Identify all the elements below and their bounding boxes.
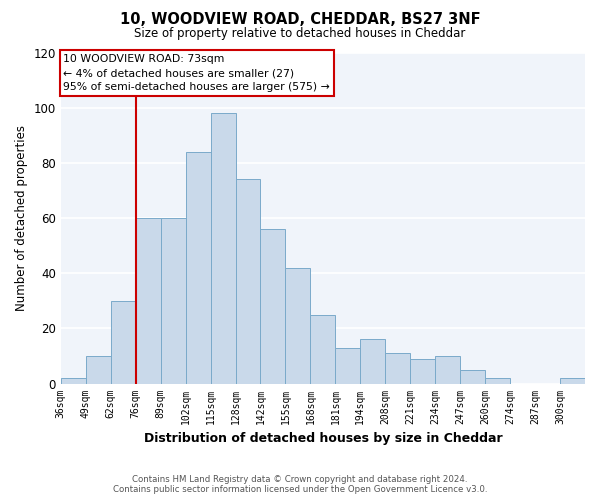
Bar xyxy=(260,229,286,384)
Y-axis label: Number of detached properties: Number of detached properties xyxy=(15,125,28,311)
Text: Contains HM Land Registry data © Crown copyright and database right 2024.
Contai: Contains HM Land Registry data © Crown c… xyxy=(113,474,487,494)
Bar xyxy=(310,314,335,384)
Bar xyxy=(385,353,410,384)
Bar xyxy=(460,370,485,384)
Bar xyxy=(111,301,136,384)
Bar xyxy=(161,218,185,384)
Bar xyxy=(435,356,460,384)
Bar xyxy=(361,340,385,384)
Text: Size of property relative to detached houses in Cheddar: Size of property relative to detached ho… xyxy=(134,28,466,40)
Bar xyxy=(560,378,585,384)
Bar xyxy=(410,358,435,384)
Bar xyxy=(485,378,510,384)
Bar xyxy=(185,152,211,384)
Bar xyxy=(86,356,111,384)
Text: 10 WOODVIEW ROAD: 73sqm
← 4% of detached houses are smaller (27)
95% of semi-det: 10 WOODVIEW ROAD: 73sqm ← 4% of detached… xyxy=(64,54,330,92)
Bar xyxy=(211,113,236,384)
Bar xyxy=(236,180,260,384)
Bar xyxy=(335,348,361,384)
Bar xyxy=(286,268,310,384)
Text: 10, WOODVIEW ROAD, CHEDDAR, BS27 3NF: 10, WOODVIEW ROAD, CHEDDAR, BS27 3NF xyxy=(119,12,481,28)
X-axis label: Distribution of detached houses by size in Cheddar: Distribution of detached houses by size … xyxy=(143,432,502,445)
Bar xyxy=(136,218,161,384)
Bar xyxy=(61,378,86,384)
